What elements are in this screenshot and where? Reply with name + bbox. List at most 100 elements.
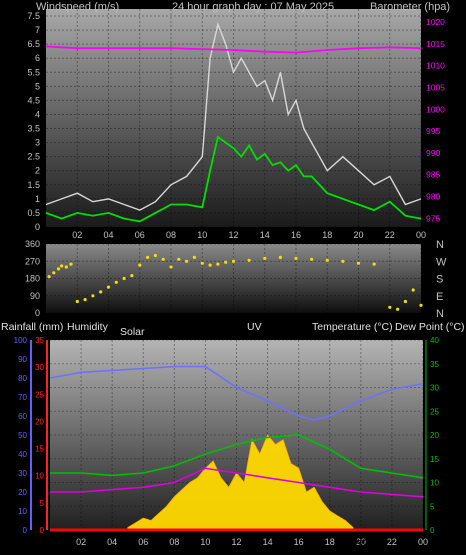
windspeed-label: Windspeed (m/s) <box>36 1 119 13</box>
direction-point <box>114 280 118 284</box>
compass-tick: E <box>436 291 443 303</box>
direction-tick: 90 <box>30 291 40 301</box>
time-tick: 12 <box>228 230 238 240</box>
compass-tick: W <box>436 256 447 268</box>
direction-point <box>278 255 282 259</box>
barometer-tick: 980 <box>426 191 440 201</box>
direction-point <box>231 259 236 263</box>
time-tick: 18 <box>322 230 332 240</box>
temperature-tick: 35 <box>430 360 439 369</box>
temperature-tick: 10 <box>430 479 439 488</box>
graph-title: 24 hour graph day : 07 May 2025 <box>172 1 334 13</box>
time-tick: 06 <box>138 537 148 547</box>
humidity-tick: 40 <box>18 450 27 459</box>
direction-point <box>146 255 150 259</box>
time-tick: 10 <box>200 537 210 547</box>
barometer-tick: 995 <box>426 126 440 136</box>
direction-point <box>64 265 68 269</box>
rainfall-tick: 35 <box>35 336 44 345</box>
windspeed-tick: 6.5 <box>27 39 40 49</box>
direction-point <box>224 260 228 264</box>
time-tick: 00 <box>416 230 426 240</box>
direction-point <box>106 285 111 289</box>
barometer-tick: 1005 <box>426 82 445 92</box>
time-tick: 06 <box>135 230 145 240</box>
direction-point <box>83 298 87 302</box>
direction-point <box>341 259 345 263</box>
barometer-tick: 975 <box>426 213 440 223</box>
temperature-tick: 20 <box>430 431 439 440</box>
humidity-tick: 60 <box>18 412 27 421</box>
direction-point <box>200 261 204 265</box>
windspeed-tick: 0.5 <box>27 208 40 218</box>
humidity-label: Humidity <box>67 321 109 333</box>
windspeed-tick: 1 <box>35 194 40 204</box>
time-tick: 08 <box>169 537 179 547</box>
direction-point <box>356 261 361 265</box>
rainfall-tick: 25 <box>35 390 44 399</box>
direction-point <box>161 257 165 261</box>
direction-point <box>47 275 51 279</box>
direction-point <box>411 288 415 292</box>
direction-tick: 270 <box>25 256 40 266</box>
panel-direction-series <box>47 253 423 311</box>
direction-point <box>388 305 392 309</box>
time-tick: 16 <box>294 537 304 547</box>
panel-direction-plot <box>46 244 421 313</box>
direction-tick: 0 <box>35 308 40 318</box>
rainfall-label: Rainfall (mm) <box>1 321 63 333</box>
panel-rain-series <box>49 365 424 532</box>
series-solar-area <box>127 434 354 531</box>
barometer-tick: 1010 <box>426 61 445 71</box>
rainfall-tick: 5 <box>40 499 45 508</box>
rainfall-tick: 0 <box>40 526 45 535</box>
uv-label: UV <box>247 321 262 333</box>
direction-point <box>169 265 173 269</box>
direction-point <box>396 307 400 311</box>
dew-point-label: Dew Point (°C) <box>395 321 465 333</box>
series-dew_point-line <box>50 467 424 498</box>
rainfall-tick: 20 <box>35 417 44 426</box>
barometer-tick: 985 <box>426 170 440 180</box>
barometer-axis: 975 980 985 990 995 1000 1005 1010 1015 1020 <box>426 17 445 223</box>
sunset-label: SunSet <box>336 537 366 547</box>
direction-degrees-axis: 0 90 180 270 360 <box>25 239 40 318</box>
direction-point <box>138 263 142 267</box>
time-tick: 18 <box>325 537 335 547</box>
windspeed-tick: 3.5 <box>27 124 40 134</box>
direction-point <box>56 267 61 271</box>
compass-tick: N <box>436 239 444 251</box>
barometer-tick: 990 <box>426 148 440 158</box>
temperature-tick: 5 <box>430 502 435 511</box>
windspeed-tick: 6 <box>35 53 40 63</box>
humidity-tick: 100 <box>14 336 28 345</box>
rainfall-tick: 30 <box>35 363 44 372</box>
windspeed-tick: 3 <box>35 138 40 148</box>
panel-wind-plot <box>46 9 421 227</box>
direction-tick: 360 <box>25 239 40 249</box>
compass-tick: N <box>436 308 444 320</box>
direction-point <box>153 253 157 258</box>
humidity-tick: 10 <box>18 507 27 516</box>
direction-point <box>91 294 95 298</box>
humidity-tick: 80 <box>18 374 27 383</box>
direction-point <box>52 271 56 275</box>
direction-point <box>99 290 103 294</box>
temperature-tick: 40 <box>430 336 439 345</box>
direction-point <box>403 299 407 304</box>
direction-point <box>325 258 329 262</box>
series-humidity-line <box>49 365 424 421</box>
time-tick: 20 <box>353 230 363 240</box>
direction-point <box>122 276 126 281</box>
direction-point <box>177 257 181 261</box>
windspeed-tick: 7.5 <box>27 11 40 21</box>
direction-point <box>208 263 212 267</box>
barometer-tick: 1015 <box>426 39 445 49</box>
time-tick: 20 <box>356 537 366 547</box>
series-gust-line <box>45 22 422 211</box>
barometer-tick: 1000 <box>426 104 445 114</box>
humidity-tick: 90 <box>18 355 27 364</box>
